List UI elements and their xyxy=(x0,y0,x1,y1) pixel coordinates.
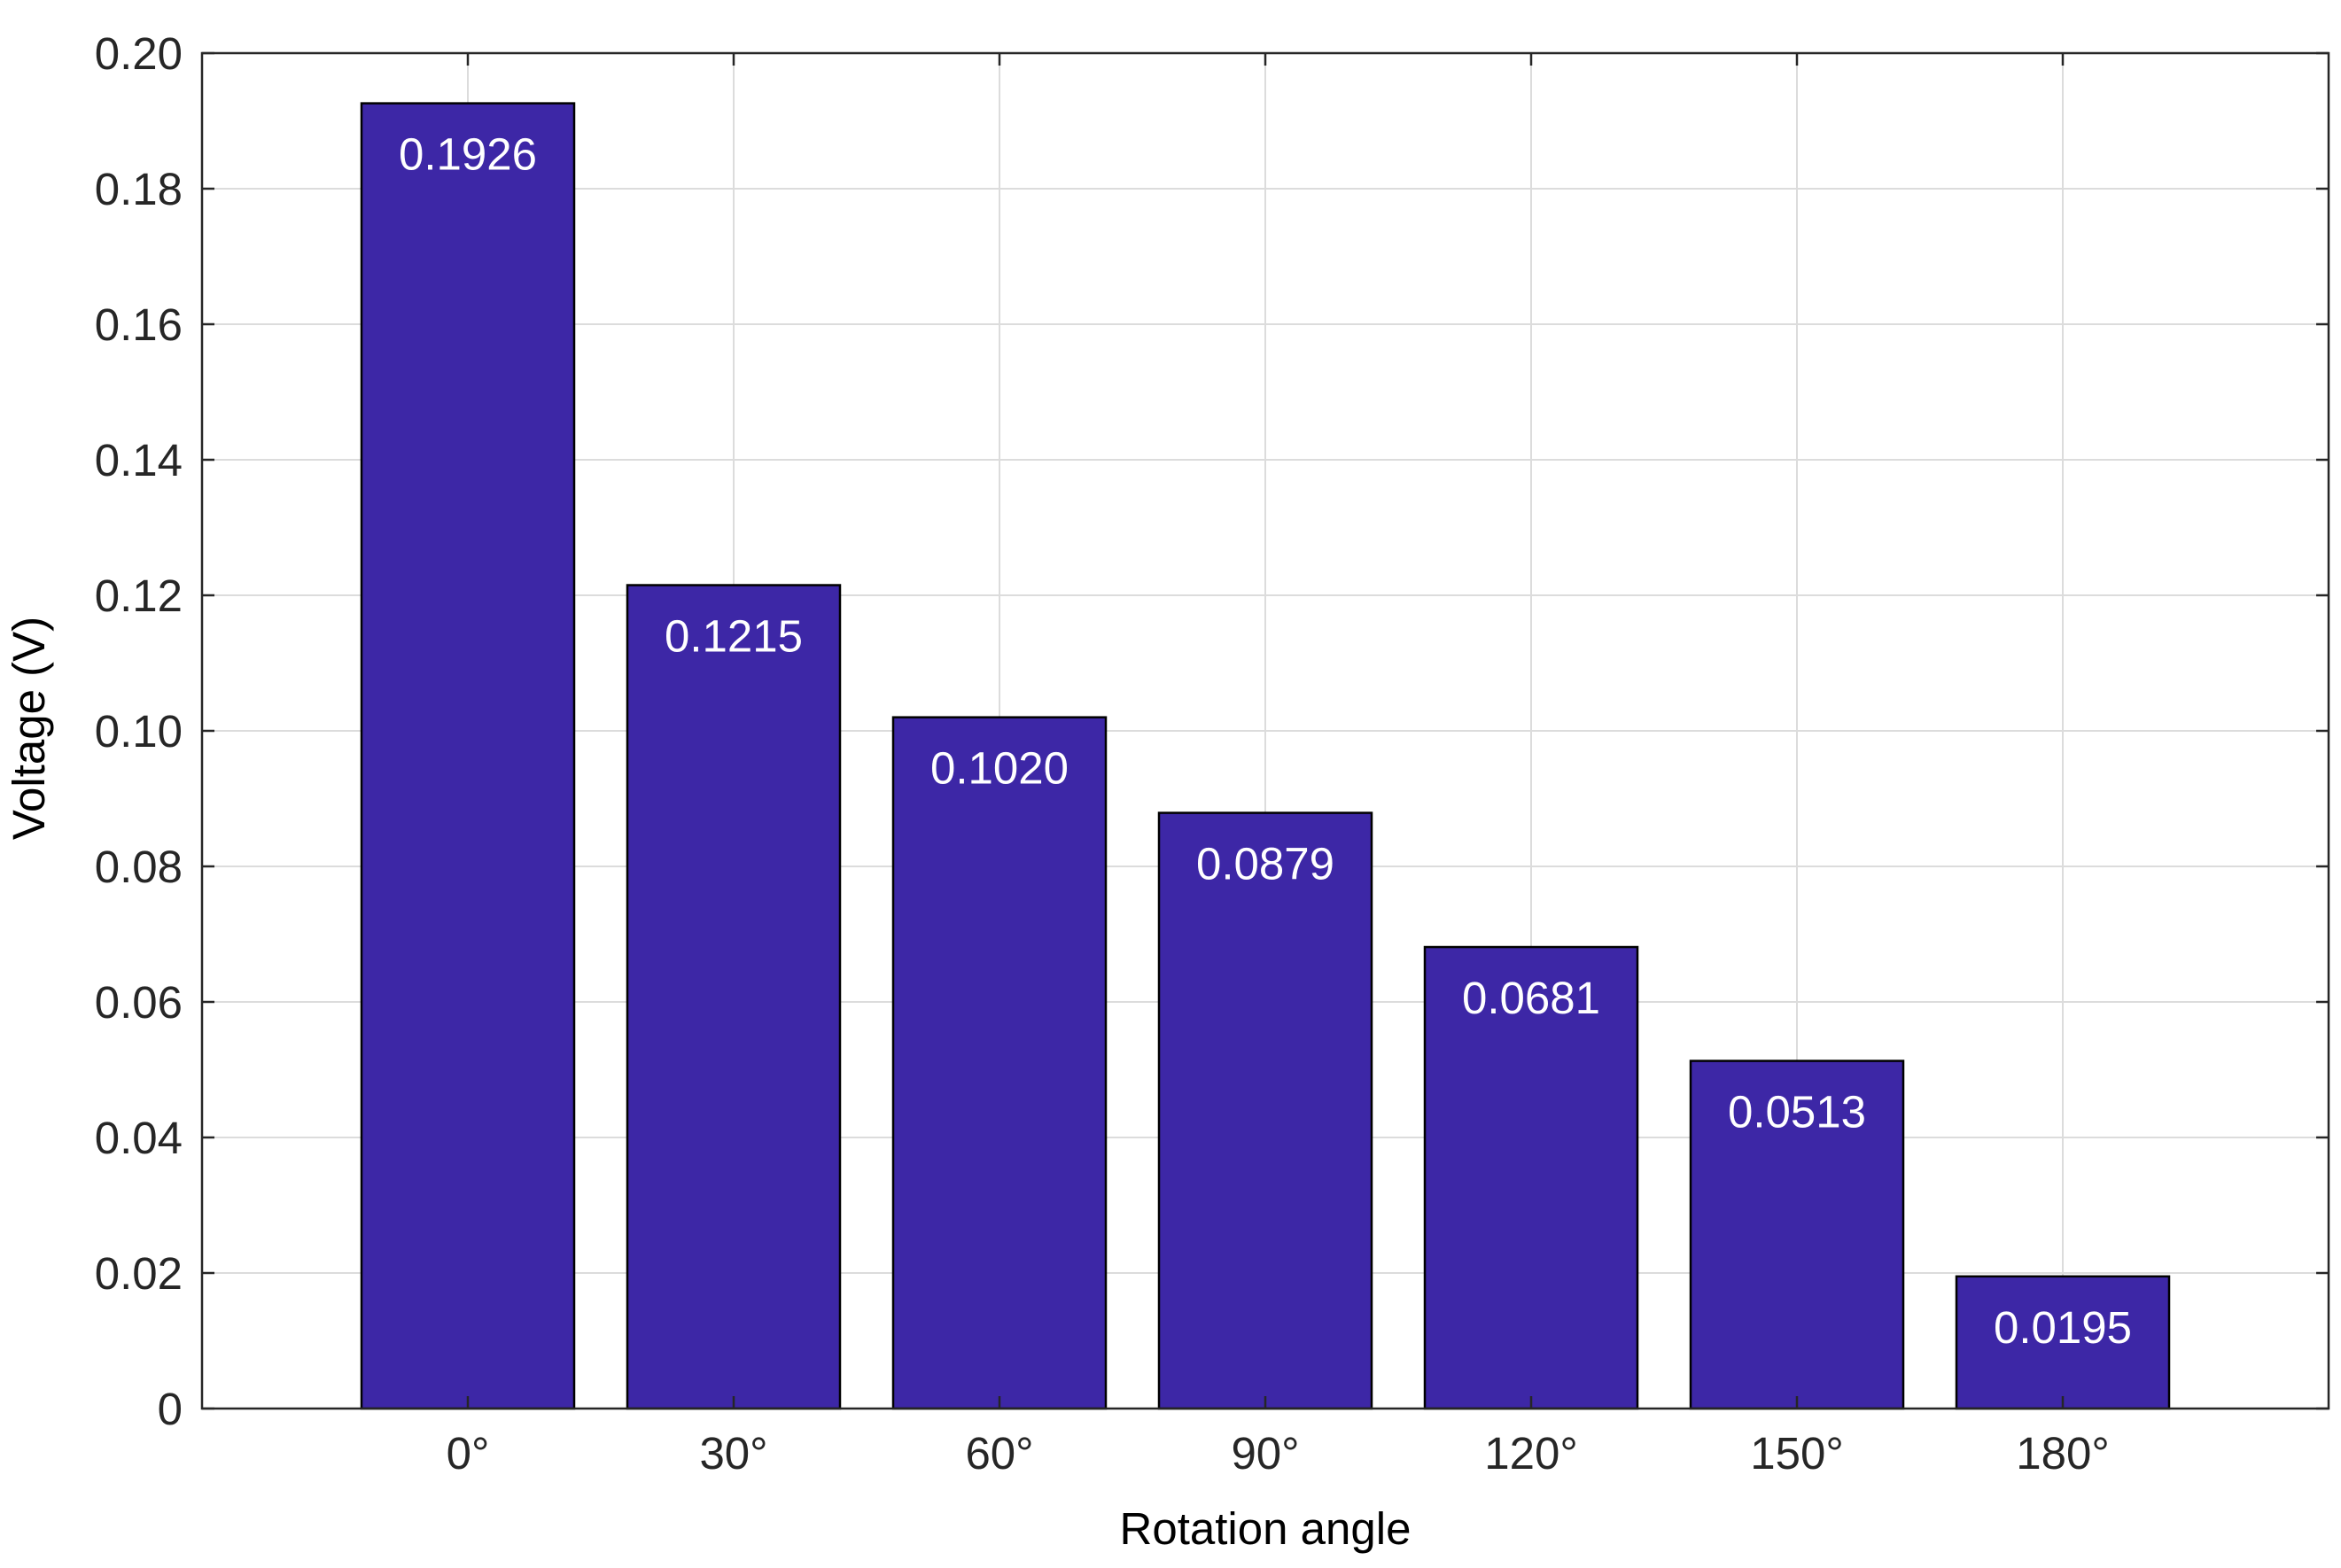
data-label-4: 0.0681 xyxy=(1462,973,1600,1023)
y-tick-label-9: 0.18 xyxy=(95,164,183,214)
y-tick-label-5: 0.10 xyxy=(95,706,183,757)
data-label-1: 0.1215 xyxy=(665,611,803,662)
y-tick-label-7: 0.14 xyxy=(95,435,183,485)
x-tick-label-3: 90° xyxy=(1231,1428,1299,1479)
x-tick-label-6: 180° xyxy=(2016,1428,2110,1479)
bars xyxy=(360,102,2171,1410)
data-label-0: 0.1926 xyxy=(399,129,537,180)
x-tick-label-4: 120° xyxy=(1484,1428,1578,1479)
bar-4 xyxy=(1423,945,1639,1410)
bar-3 xyxy=(1157,811,1373,1410)
x-tick-label-0: 0° xyxy=(447,1428,490,1479)
y-tick-label-3: 0.06 xyxy=(95,977,183,1028)
labels: 0.1926 0.1215 0.1020 0.0879 0.0681 0.0513 0.01… xyxy=(95,28,2132,1479)
bar-0 xyxy=(360,102,576,1410)
y-tick-label-8: 0.16 xyxy=(95,299,183,350)
y-tick-label-2: 0.04 xyxy=(95,1113,183,1163)
y-tick-label-4: 0.08 xyxy=(95,842,183,892)
data-label-2: 0.1020 xyxy=(930,743,1069,794)
data-label-6: 0.0195 xyxy=(1994,1302,2132,1353)
bar-2 xyxy=(891,716,1108,1410)
y-axis-title: Voltage (V) xyxy=(4,617,54,840)
y-tick-label-6: 0.12 xyxy=(95,571,183,621)
y-tick-label-0: 0 xyxy=(158,1384,183,1434)
data-label-5: 0.0513 xyxy=(1728,1087,1866,1137)
y-tick-label-10: 0.20 xyxy=(95,28,183,79)
x-axis-title: Rotation angle xyxy=(1120,1503,1412,1554)
x-tick-label-2: 60° xyxy=(965,1428,1033,1479)
x-tick-label-1: 30° xyxy=(699,1428,767,1479)
bar-5 xyxy=(1689,1060,1905,1410)
bar-6 xyxy=(1955,1275,2171,1410)
axes xyxy=(200,51,2330,1410)
data-label-3: 0.0879 xyxy=(1196,839,1334,889)
bar-1 xyxy=(626,584,842,1410)
x-tick-label-5: 150° xyxy=(1750,1428,1844,1479)
y-tick-label-1: 0.02 xyxy=(95,1248,183,1299)
